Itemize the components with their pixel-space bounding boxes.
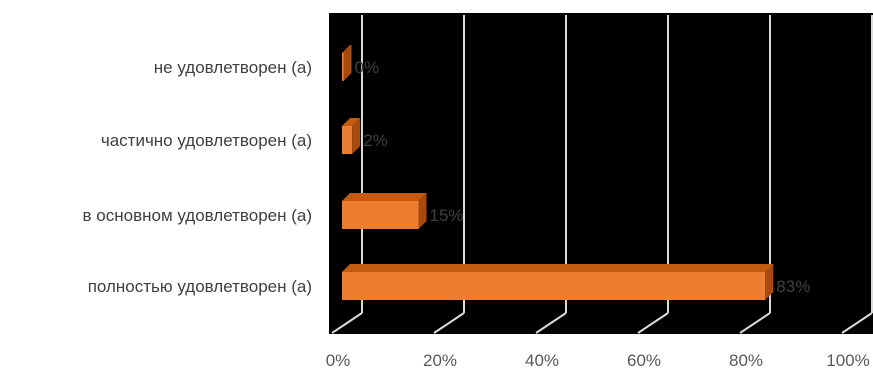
gridlines	[331, 15, 873, 334]
data-label: 15%	[430, 206, 464, 225]
data-label: 0%	[355, 58, 380, 77]
bar	[342, 53, 344, 81]
bar	[342, 201, 419, 229]
gridline-floor	[535, 312, 567, 334]
bar	[342, 272, 766, 300]
bar-top-face	[342, 264, 774, 272]
gridline-floor	[637, 312, 669, 334]
x-tick-label: 100%	[826, 351, 869, 370]
data-labels: 0% 2% 15% 83%	[355, 58, 811, 296]
gridline-floor	[841, 312, 873, 334]
category-label: в основном удовлетворен (а)	[83, 206, 312, 225]
bar-side-face	[352, 118, 361, 154]
bar-top-face	[342, 118, 361, 126]
bar-top-face	[342, 193, 427, 201]
x-tick-label: 60%	[627, 351, 661, 370]
gridline-floor	[739, 312, 771, 334]
category-label: частично удовлетворен (а)	[101, 131, 312, 150]
bar-top-face	[342, 45, 352, 53]
gridline-floor	[433, 312, 465, 334]
data-label: 2%	[363, 131, 388, 150]
data-label: 83%	[776, 277, 810, 296]
x-tick-label: 20%	[423, 351, 457, 370]
x-tick-label: 40%	[525, 351, 559, 370]
bars	[342, 45, 774, 300]
x-tick-label: 80%	[729, 351, 763, 370]
gridline-floor	[331, 312, 363, 334]
category-label: не удовлетворен (а)	[154, 58, 312, 77]
bar-side-face	[765, 264, 774, 300]
x-tick-label: 0%	[326, 351, 351, 370]
bar	[342, 126, 353, 154]
x-tick-labels: 0% 20% 40% 60% 80% 100%	[326, 351, 870, 370]
bar-side-face	[343, 45, 352, 81]
bar-side-face	[418, 193, 427, 229]
category-label: полностью удовлетворен (а)	[88, 277, 312, 296]
category-labels: не удовлетворен (а) частично удовлетворен…	[83, 58, 312, 296]
